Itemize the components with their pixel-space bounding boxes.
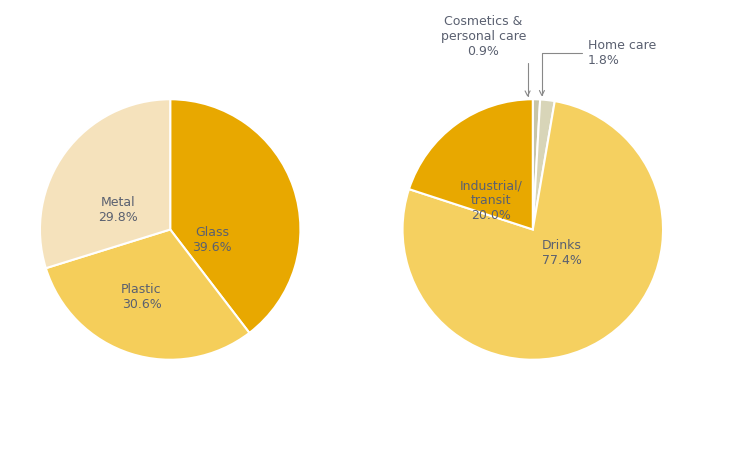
Wedge shape: [403, 101, 663, 360]
Wedge shape: [533, 99, 555, 230]
Wedge shape: [533, 99, 540, 230]
Text: Drinks
77.4%: Drinks 77.4%: [542, 239, 582, 267]
Wedge shape: [40, 99, 170, 268]
Text: Plastic
30.6%: Plastic 30.6%: [121, 283, 162, 311]
Text: Metal
29.8%: Metal 29.8%: [98, 196, 138, 224]
Wedge shape: [170, 99, 300, 333]
Text: Glass
39.6%: Glass 39.6%: [192, 226, 232, 254]
Text: Home care
1.8%: Home care 1.8%: [539, 39, 656, 95]
Text: Cosmetics &
personal care
0.9%: Cosmetics & personal care 0.9%: [440, 14, 530, 96]
Wedge shape: [46, 230, 249, 360]
Wedge shape: [409, 99, 533, 230]
Text: Industrial/
transit
20.0%: Industrial/ transit 20.0%: [460, 180, 522, 222]
